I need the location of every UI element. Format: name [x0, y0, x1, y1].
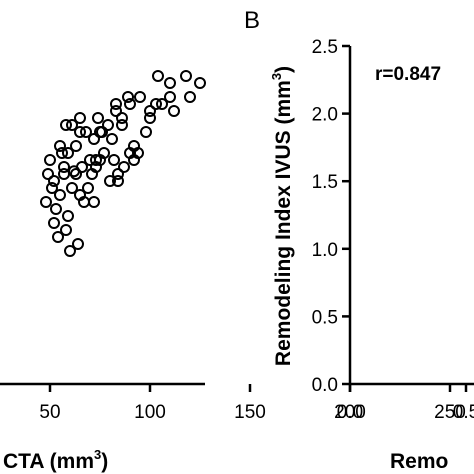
panel-a-point: [70, 168, 82, 180]
panel-a: 50 100 150 200 250 CTA (mm3): [0, 70, 466, 473]
panel-a-point: [74, 112, 86, 124]
panel-a-point: [110, 98, 122, 110]
panel-a-point: [98, 147, 110, 159]
panel-a-point: [184, 91, 196, 103]
panel-a-point: [56, 147, 68, 159]
panel-a-point: [132, 147, 144, 159]
panel-a-point: [150, 98, 162, 110]
panel-a-point: [72, 238, 84, 250]
panel-b-x-tick-label: 0.5: [453, 402, 474, 423]
panel-a-point: [164, 91, 176, 103]
panel-a-point: [54, 189, 66, 201]
panel-a-x-tick-label: 150: [234, 402, 266, 423]
panel-b-x-tick-label: 0.0: [337, 402, 363, 423]
panel-b-y-tick-label: 0.0: [312, 375, 338, 396]
panel-a-point: [106, 133, 118, 145]
panel-b-x-tick-labels: 0.0 0.5: [337, 402, 474, 423]
panel-a-x-tick-label: 200: [334, 402, 366, 423]
panel-a-point: [48, 175, 60, 187]
panel-a-point: [90, 154, 102, 166]
panel-a-point: [62, 210, 74, 222]
panel-b: B 0.0 0.5 1.0 1.5 2.0 2.5 0.0 0.5 r=0.847 Remo…: [244, 7, 474, 473]
panel-a-point: [80, 126, 92, 138]
panel-a-point: [152, 70, 164, 82]
panel-a-point: [88, 133, 100, 145]
panel-b-y-tick-labels: 0.0 0.5 1.0 1.5 2.0 2.5: [312, 37, 338, 396]
panel-a-point: [62, 147, 74, 159]
panel-a-point: [88, 196, 100, 208]
panel-a-point: [112, 168, 124, 180]
panel-a-point: [66, 182, 78, 194]
panel-a-point: [42, 168, 54, 180]
panel-b-y-tick-label: 1.5: [312, 172, 338, 193]
panel-a-point: [40, 196, 52, 208]
panel-b-y-axis-title: Remodeling Index IVUS (mm3): [269, 66, 295, 366]
panel-b-y-ticks: [342, 44, 350, 386]
panel-a-point: [96, 126, 108, 138]
panel-a-point: [194, 77, 206, 89]
panel-a-point: [50, 203, 62, 215]
panel-a-x-tick-labels: 50 100 150 200 250: [39, 402, 465, 423]
panel-a-point: [70, 140, 82, 152]
panel-a-point: [44, 154, 56, 166]
panel-a-point: [64, 245, 76, 257]
panel-a-point: [66, 119, 78, 131]
panel-a-point: [164, 77, 176, 89]
panel-a-point: [118, 161, 130, 173]
panel-b-y-tick-label: 0.5: [312, 307, 338, 328]
panel-a-point: [156, 98, 168, 110]
panel-a-point: [76, 161, 88, 173]
panel-a-point: [112, 175, 124, 187]
panel-b-letter: B: [244, 7, 260, 34]
panel-a-x-tick-label: 100: [134, 402, 166, 423]
panel-b-y-tick-label: 1.0: [312, 240, 338, 261]
panel-a-point: [92, 112, 104, 124]
panel-a-point: [52, 231, 64, 243]
panel-a-point: [124, 98, 136, 110]
panel-a-point: [60, 224, 72, 236]
panel-a-point: [54, 140, 66, 152]
panel-a-point: [116, 119, 128, 131]
panel-a-point: [46, 182, 58, 194]
panel-b-y-tick-label: 2.5: [312, 37, 338, 58]
panel-a-point: [134, 91, 146, 103]
panel-a-point: [58, 161, 70, 173]
panel-b-x-ticks: [348, 384, 468, 392]
panel-a-point: [104, 175, 116, 187]
panel-a-point: [144, 112, 156, 124]
panel-a-point: [116, 112, 128, 124]
panel-a-point: [122, 91, 134, 103]
panel-a-points: [40, 70, 206, 257]
panel-a-point: [168, 105, 180, 117]
panel-a-point: [144, 105, 156, 117]
panel-a-x-axis-title: CTA (mm3): [3, 447, 108, 473]
panel-b-x-axis-title: Remo: [390, 450, 448, 473]
panel-b-y-tick-label: 2.0: [312, 105, 338, 126]
panel-a-point: [48, 217, 60, 229]
panel-a-point: [108, 154, 120, 166]
panel-a-point: [60, 119, 72, 131]
panel-b-correlation: r=0.847: [375, 64, 441, 85]
panel-a-point: [140, 126, 152, 138]
panel-a-point: [110, 105, 122, 117]
panel-a-point: [74, 126, 86, 138]
panel-a-point: [82, 182, 94, 194]
panel-a-point: [180, 70, 192, 82]
panel-a-point: [102, 119, 114, 131]
panel-a-x-tick-label: 250: [434, 402, 466, 423]
panel-a-x-tick-label: 50: [39, 402, 60, 423]
